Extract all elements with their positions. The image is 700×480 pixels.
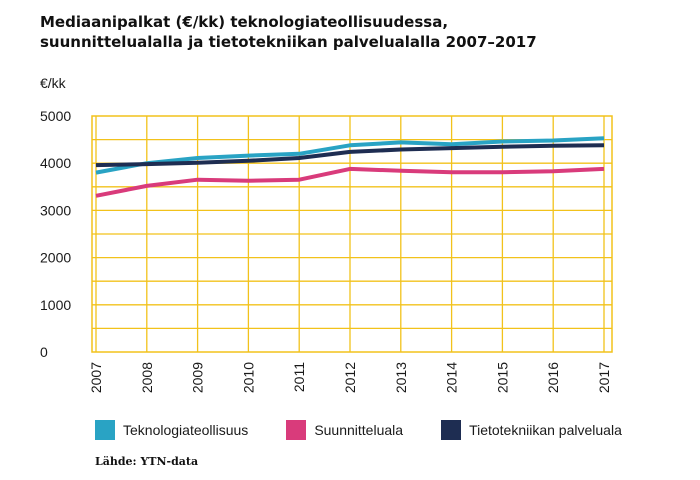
series-layer: [95, 136, 605, 198]
legend-label-teknologiateollisuus: Teknologiateollisuus: [123, 422, 249, 438]
x-tick-label: 2010: [240, 362, 256, 393]
series-line-teknologiateollisuus: [95, 136, 605, 175]
x-tick-label: 2015: [494, 362, 510, 393]
x-tick-label: 2011: [291, 362, 307, 392]
chart-title-line-2: suunnittelualalla ja tietotekniikan palv…: [40, 33, 537, 51]
y-axis-label: €/kk: [40, 75, 67, 91]
x-tick-label: 2007: [88, 362, 104, 393]
legend-swatch-suunnitteluala: [286, 420, 307, 440]
y-tick-label: 1000: [40, 297, 71, 313]
y-tick-label: 4000: [40, 155, 71, 171]
legend-swatch-tietotekniikan-palveluala: [441, 420, 462, 440]
x-tick-label: 2012: [342, 362, 358, 393]
y-tick-label: 3000: [40, 202, 71, 218]
series-line-suunnitteluala: [95, 166, 605, 198]
legend-label-tietotekniikan-palveluala: Tietotekniikan palveluala: [469, 422, 622, 438]
source-note: Lähde: YTN-data: [95, 455, 199, 468]
x-tick-label: 2014: [444, 362, 460, 393]
legend-item-tietotekniikan-palveluala: Tietotekniikan palveluala: [441, 420, 622, 440]
legend-label-suunnitteluala: Suunnitteluala: [314, 422, 404, 438]
y-tick-label: 2000: [40, 250, 71, 266]
legend-swatch-teknologiateollisuus: [95, 420, 115, 440]
y-tick-labels: 0 1000 2000 3000 4000 5000: [40, 108, 71, 360]
chart-title: Mediaanipalkat (€/kk) teknologiateollisu…: [40, 12, 537, 52]
legend: Teknologiateollisuus Suunnitteluala Tiet…: [95, 420, 660, 440]
series-line-tietotekniikan-palveluala: [95, 143, 605, 168]
x-tick-label: 2009: [190, 362, 206, 393]
x-tick-label: 2016: [545, 362, 561, 393]
legend-item-teknologiateollisuus: Teknologiateollisuus: [95, 420, 248, 440]
x-tick-labels: 2007 2008 2009 2010 2011 2012 2013 2014 2015 2016…: [88, 362, 612, 393]
y-tick-label: 0: [40, 344, 48, 360]
x-tick-label: 2017: [596, 362, 612, 393]
legend-item-suunnitteluala: Suunnitteluala: [286, 420, 403, 440]
chart-title-line-1: Mediaanipalkat (€/kk) teknologiateollisu…: [40, 13, 449, 31]
x-tick-label: 2013: [393, 362, 409, 393]
x-tick-label: 2008: [139, 362, 155, 393]
y-tick-label: 5000: [40, 108, 71, 124]
